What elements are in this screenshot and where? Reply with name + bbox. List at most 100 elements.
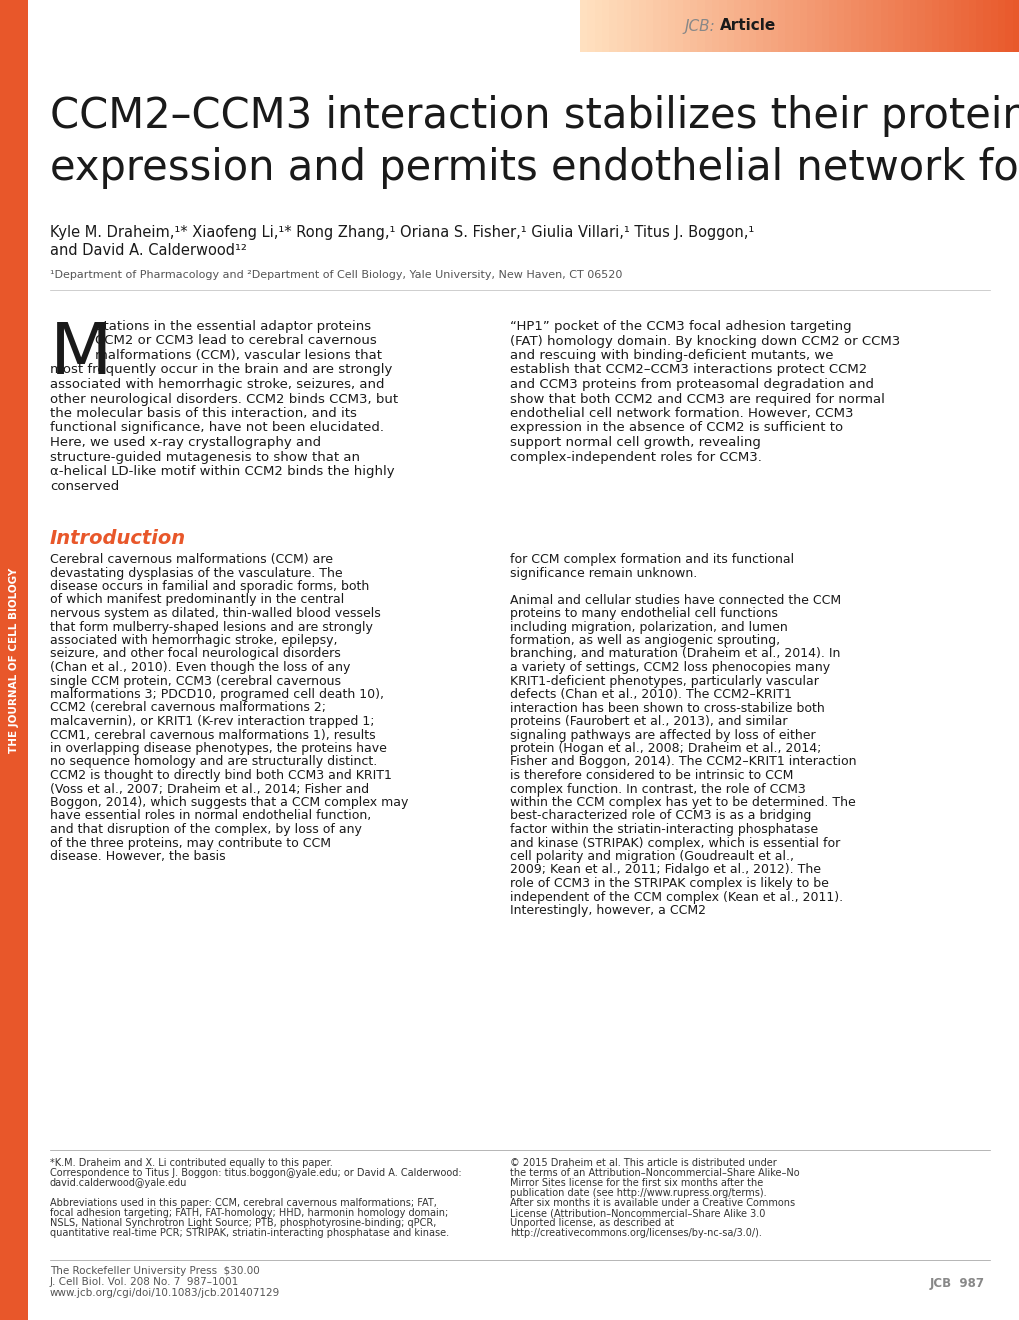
Bar: [608, 0, 616, 51]
Bar: [1012, 0, 1019, 51]
Text: nervous system as dilated, thin-walled blood vessels: nervous system as dilated, thin-walled b…: [50, 607, 380, 620]
Text: “HP1” pocket of the CCM3 focal adhesion targeting: “HP1” pocket of the CCM3 focal adhesion …: [510, 319, 851, 333]
Text: of the three proteins, may contribute to CCM: of the three proteins, may contribute to…: [50, 837, 331, 850]
Text: Article: Article: [719, 18, 775, 33]
Text: NSLS, National Synchrotron Light Source; PTB, phosphotyrosine-binding; qPCR,: NSLS, National Synchrotron Light Source;…: [50, 1218, 436, 1228]
Text: interaction has been shown to cross-stabilize both: interaction has been shown to cross-stab…: [510, 701, 824, 714]
Text: malcavernin), or KRIT1 (K-rev interaction trapped 1;: malcavernin), or KRIT1 (K-rev interactio…: [50, 715, 374, 729]
Text: seizure, and other focal neurological disorders: seizure, and other focal neurological di…: [50, 648, 340, 660]
Text: formation, as well as angiogenic sprouting,: formation, as well as angiogenic sprouti…: [510, 634, 780, 647]
Text: establish that CCM2–CCM3 interactions protect CCM2: establish that CCM2–CCM3 interactions pr…: [510, 363, 866, 376]
Bar: [653, 0, 660, 51]
Bar: [858, 0, 866, 51]
Text: and David A. Calderwood¹²: and David A. Calderwood¹²: [50, 243, 247, 257]
Bar: [755, 0, 763, 51]
Text: quantitative real-time PCR; STRIPAK, striatin-interacting phosphatase and kinase: quantitative real-time PCR; STRIPAK, str…: [50, 1228, 448, 1238]
Bar: [895, 0, 902, 51]
Text: Animal and cellular studies have connected the CCM: Animal and cellular studies have connect…: [510, 594, 841, 606]
Text: proteins to many endothelial cell functions: proteins to many endothelial cell functi…: [510, 607, 777, 620]
Bar: [968, 0, 975, 51]
Bar: [594, 0, 602, 51]
Bar: [865, 0, 873, 51]
Text: of which manifest predominantly in the central: of which manifest predominantly in the c…: [50, 594, 344, 606]
Text: www.jcb.org/cgi/doi/10.1083/jcb.201407129: www.jcb.org/cgi/doi/10.1083/jcb.20140712…: [50, 1288, 280, 1298]
Text: defects (Chan et al., 2010). The CCM2–KRIT1: defects (Chan et al., 2010). The CCM2–KR…: [510, 688, 791, 701]
Text: disease. However, the basis: disease. However, the basis: [50, 850, 225, 863]
Bar: [741, 0, 748, 51]
Bar: [785, 0, 793, 51]
Text: david.calderwood@yale.edu: david.calderwood@yale.edu: [50, 1177, 187, 1188]
Bar: [879, 0, 888, 51]
Text: best-characterized role of CCM3 is as a bridging: best-characterized role of CCM3 is as a …: [510, 809, 810, 822]
Bar: [580, 0, 587, 51]
Text: and kinase (STRIPAK) complex, which is essential for: and kinase (STRIPAK) complex, which is e…: [510, 837, 840, 850]
Bar: [938, 0, 947, 51]
Bar: [616, 0, 624, 51]
Text: expression in the absence of CCM2 is sufficient to: expression in the absence of CCM2 is suf…: [510, 421, 843, 434]
Text: (FAT) homology domain. By knocking down CCM2 or CCM3: (FAT) homology domain. By knocking down …: [510, 334, 900, 347]
Text: endothelial cell network formation. However, CCM3: endothelial cell network formation. Howe…: [510, 407, 853, 420]
Text: malformations (CCM), vascular lesions that: malformations (CCM), vascular lesions th…: [95, 348, 382, 362]
Text: CCM2 (cerebral cavernous malformations 2;: CCM2 (cerebral cavernous malformations 2…: [50, 701, 326, 714]
Text: the molecular basis of this interaction, and its: the molecular basis of this interaction,…: [50, 407, 357, 420]
Text: CCM1, cerebral cavernous malformations 1), results: CCM1, cerebral cavernous malformations 1…: [50, 729, 375, 742]
Bar: [843, 0, 851, 51]
Text: malformations 3; PDCD10, programed cell death 10),: malformations 3; PDCD10, programed cell …: [50, 688, 383, 701]
Text: The Rockefeller University Press  $30.00: The Rockefeller University Press $30.00: [50, 1266, 260, 1276]
Bar: [946, 0, 954, 51]
Text: within the CCM complex has yet to be determined. The: within the CCM complex has yet to be det…: [510, 796, 855, 809]
Text: functional significance, have not been elucidated.: functional significance, have not been e…: [50, 421, 383, 434]
Bar: [924, 0, 931, 51]
Text: *K.M. Draheim and X. Li contributed equally to this paper.: *K.M. Draheim and X. Li contributed equa…: [50, 1158, 332, 1168]
Text: cell polarity and migration (Goudreault et al.,: cell polarity and migration (Goudreault …: [510, 850, 793, 863]
Text: Kyle M. Draheim,¹* Xiaofeng Li,¹* Rong Zhang,¹ Oriana S. Fisher,¹ Giulia Villari: Kyle M. Draheim,¹* Xiaofeng Li,¹* Rong Z…: [50, 224, 753, 240]
Text: Interestingly, however, a CCM2: Interestingly, however, a CCM2: [510, 904, 705, 917]
Text: focal adhesion targeting; FATH, FAT-homology; HHD, harmonin homology domain;: focal adhesion targeting; FATH, FAT-homo…: [50, 1208, 447, 1218]
Text: in overlapping disease phenotypes, the proteins have: in overlapping disease phenotypes, the p…: [50, 742, 386, 755]
Text: show that both CCM2 and CCM3 are required for normal: show that both CCM2 and CCM3 are require…: [510, 392, 884, 405]
Text: support normal cell growth, revealing: support normal cell growth, revealing: [510, 436, 760, 449]
Bar: [689, 0, 697, 51]
Bar: [821, 0, 829, 51]
Bar: [931, 0, 938, 51]
Bar: [0, 0, 28, 1320]
Text: License (Attribution–Noncommercial–Share Alike 3.0: License (Attribution–Noncommercial–Share…: [510, 1208, 764, 1218]
Text: factor within the striatin-interacting phosphatase: factor within the striatin-interacting p…: [510, 822, 817, 836]
Bar: [777, 0, 785, 51]
Text: for CCM complex formation and its functional: for CCM complex formation and its functi…: [510, 553, 794, 566]
Text: M: M: [50, 319, 112, 389]
Text: no sequence homology and are structurally distinct.: no sequence homology and are structurall…: [50, 755, 377, 768]
Bar: [792, 0, 800, 51]
Bar: [682, 0, 690, 51]
Text: After six months it is available under a Creative Commons: After six months it is available under a…: [510, 1199, 795, 1208]
Text: role of CCM3 in the STRIPAK complex is likely to be: role of CCM3 in the STRIPAK complex is l…: [510, 876, 828, 890]
Text: KRIT1-deficient phenotypes, particularly vascular: KRIT1-deficient phenotypes, particularly…: [510, 675, 818, 688]
Bar: [1005, 0, 1012, 51]
Text: including migration, polarization, and lumen: including migration, polarization, and l…: [510, 620, 787, 634]
Text: Correspondence to Titus J. Boggon: titus.boggon@yale.edu; or David A. Calderwood: Correspondence to Titus J. Boggon: titus…: [50, 1168, 462, 1177]
Text: ¹Department of Pharmacology and ²Department of Cell Biology, Yale University, Ne: ¹Department of Pharmacology and ²Departm…: [50, 271, 622, 280]
Text: publication date (see http://www.rupress.org/terms).: publication date (see http://www.rupress…: [510, 1188, 766, 1199]
Text: single CCM protein, CCM3 (cerebral cavernous: single CCM protein, CCM3 (cerebral caver…: [50, 675, 340, 688]
Bar: [631, 0, 639, 51]
Text: protein (Hogan et al., 2008; Draheim et al., 2014;: protein (Hogan et al., 2008; Draheim et …: [510, 742, 820, 755]
Text: α-helical LD-like motif within CCM2 binds the highly: α-helical LD-like motif within CCM2 bind…: [50, 465, 394, 478]
Bar: [718, 0, 727, 51]
Text: signaling pathways are affected by loss of either: signaling pathways are affected by loss …: [510, 729, 815, 742]
Bar: [799, 0, 807, 51]
Bar: [997, 0, 1005, 51]
Text: CCM2–CCM3 interaction stabilizes their protein: CCM2–CCM3 interaction stabilizes their p…: [50, 95, 1019, 137]
Text: proteins (Faurobert et al., 2013), and similar: proteins (Faurobert et al., 2013), and s…: [510, 715, 787, 729]
Text: associated with hemorrhagic stroke, epilepsy,: associated with hemorrhagic stroke, epil…: [50, 634, 337, 647]
Text: expression and permits endothelial network formation: expression and permits endothelial netwo…: [50, 147, 1019, 189]
Bar: [704, 0, 712, 51]
Bar: [638, 0, 646, 51]
Bar: [953, 0, 961, 51]
Bar: [667, 0, 676, 51]
Bar: [851, 0, 858, 51]
Bar: [888, 0, 895, 51]
Bar: [601, 0, 609, 51]
Bar: [828, 0, 837, 51]
Bar: [960, 0, 968, 51]
Bar: [645, 0, 653, 51]
